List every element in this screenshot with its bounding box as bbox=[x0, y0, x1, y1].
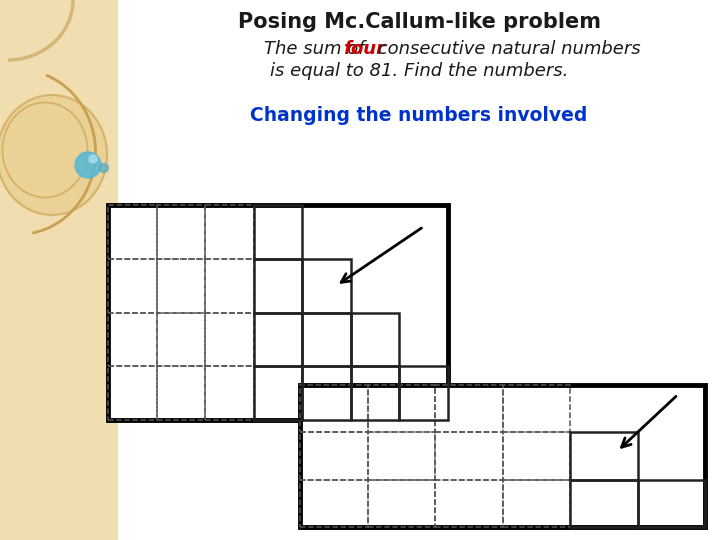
Bar bbox=[108, 205, 448, 420]
Bar bbox=[108, 259, 156, 313]
Text: four: four bbox=[343, 40, 385, 58]
Ellipse shape bbox=[0, 95, 107, 215]
Bar bbox=[156, 366, 205, 420]
Bar bbox=[435, 433, 503, 480]
Text: is equal to 81. Find the numbers.: is equal to 81. Find the numbers. bbox=[270, 62, 568, 80]
Bar bbox=[253, 366, 302, 420]
Bar bbox=[302, 313, 351, 366]
Bar bbox=[156, 259, 205, 313]
Circle shape bbox=[75, 152, 101, 178]
Bar bbox=[300, 433, 367, 480]
Text: Posing Mc.Callum-like problem: Posing Mc.Callum-like problem bbox=[238, 12, 600, 32]
Bar bbox=[156, 313, 205, 366]
Bar bbox=[156, 205, 205, 259]
Bar bbox=[300, 480, 367, 527]
Bar bbox=[570, 480, 637, 527]
Bar bbox=[205, 205, 253, 259]
Bar bbox=[302, 366, 351, 420]
Bar bbox=[367, 433, 435, 480]
Bar bbox=[367, 385, 435, 433]
Bar bbox=[435, 480, 503, 527]
Bar bbox=[637, 480, 705, 527]
Bar bbox=[108, 313, 156, 366]
Bar bbox=[108, 205, 156, 259]
Bar bbox=[300, 385, 367, 433]
Bar bbox=[253, 313, 302, 366]
Bar bbox=[503, 385, 570, 433]
Bar bbox=[253, 259, 302, 313]
Bar bbox=[570, 433, 637, 480]
Bar bbox=[435, 385, 503, 433]
Circle shape bbox=[99, 164, 109, 172]
Bar bbox=[205, 259, 253, 313]
Bar bbox=[351, 313, 400, 366]
Bar bbox=[503, 433, 570, 480]
Bar bbox=[108, 366, 156, 420]
Text: consecutive natural numbers: consecutive natural numbers bbox=[372, 40, 641, 58]
Bar bbox=[205, 313, 253, 366]
Bar bbox=[302, 259, 351, 313]
Bar bbox=[400, 366, 448, 420]
Bar bbox=[0, 0, 118, 540]
Bar bbox=[503, 480, 570, 527]
Text: The sum of: The sum of bbox=[264, 40, 371, 58]
Bar bbox=[351, 366, 400, 420]
Text: Changing the numbers involved: Changing the numbers involved bbox=[251, 106, 588, 125]
Bar bbox=[253, 205, 302, 259]
Circle shape bbox=[89, 155, 97, 163]
Bar bbox=[367, 480, 435, 527]
Bar bbox=[205, 366, 253, 420]
Bar bbox=[300, 385, 705, 527]
